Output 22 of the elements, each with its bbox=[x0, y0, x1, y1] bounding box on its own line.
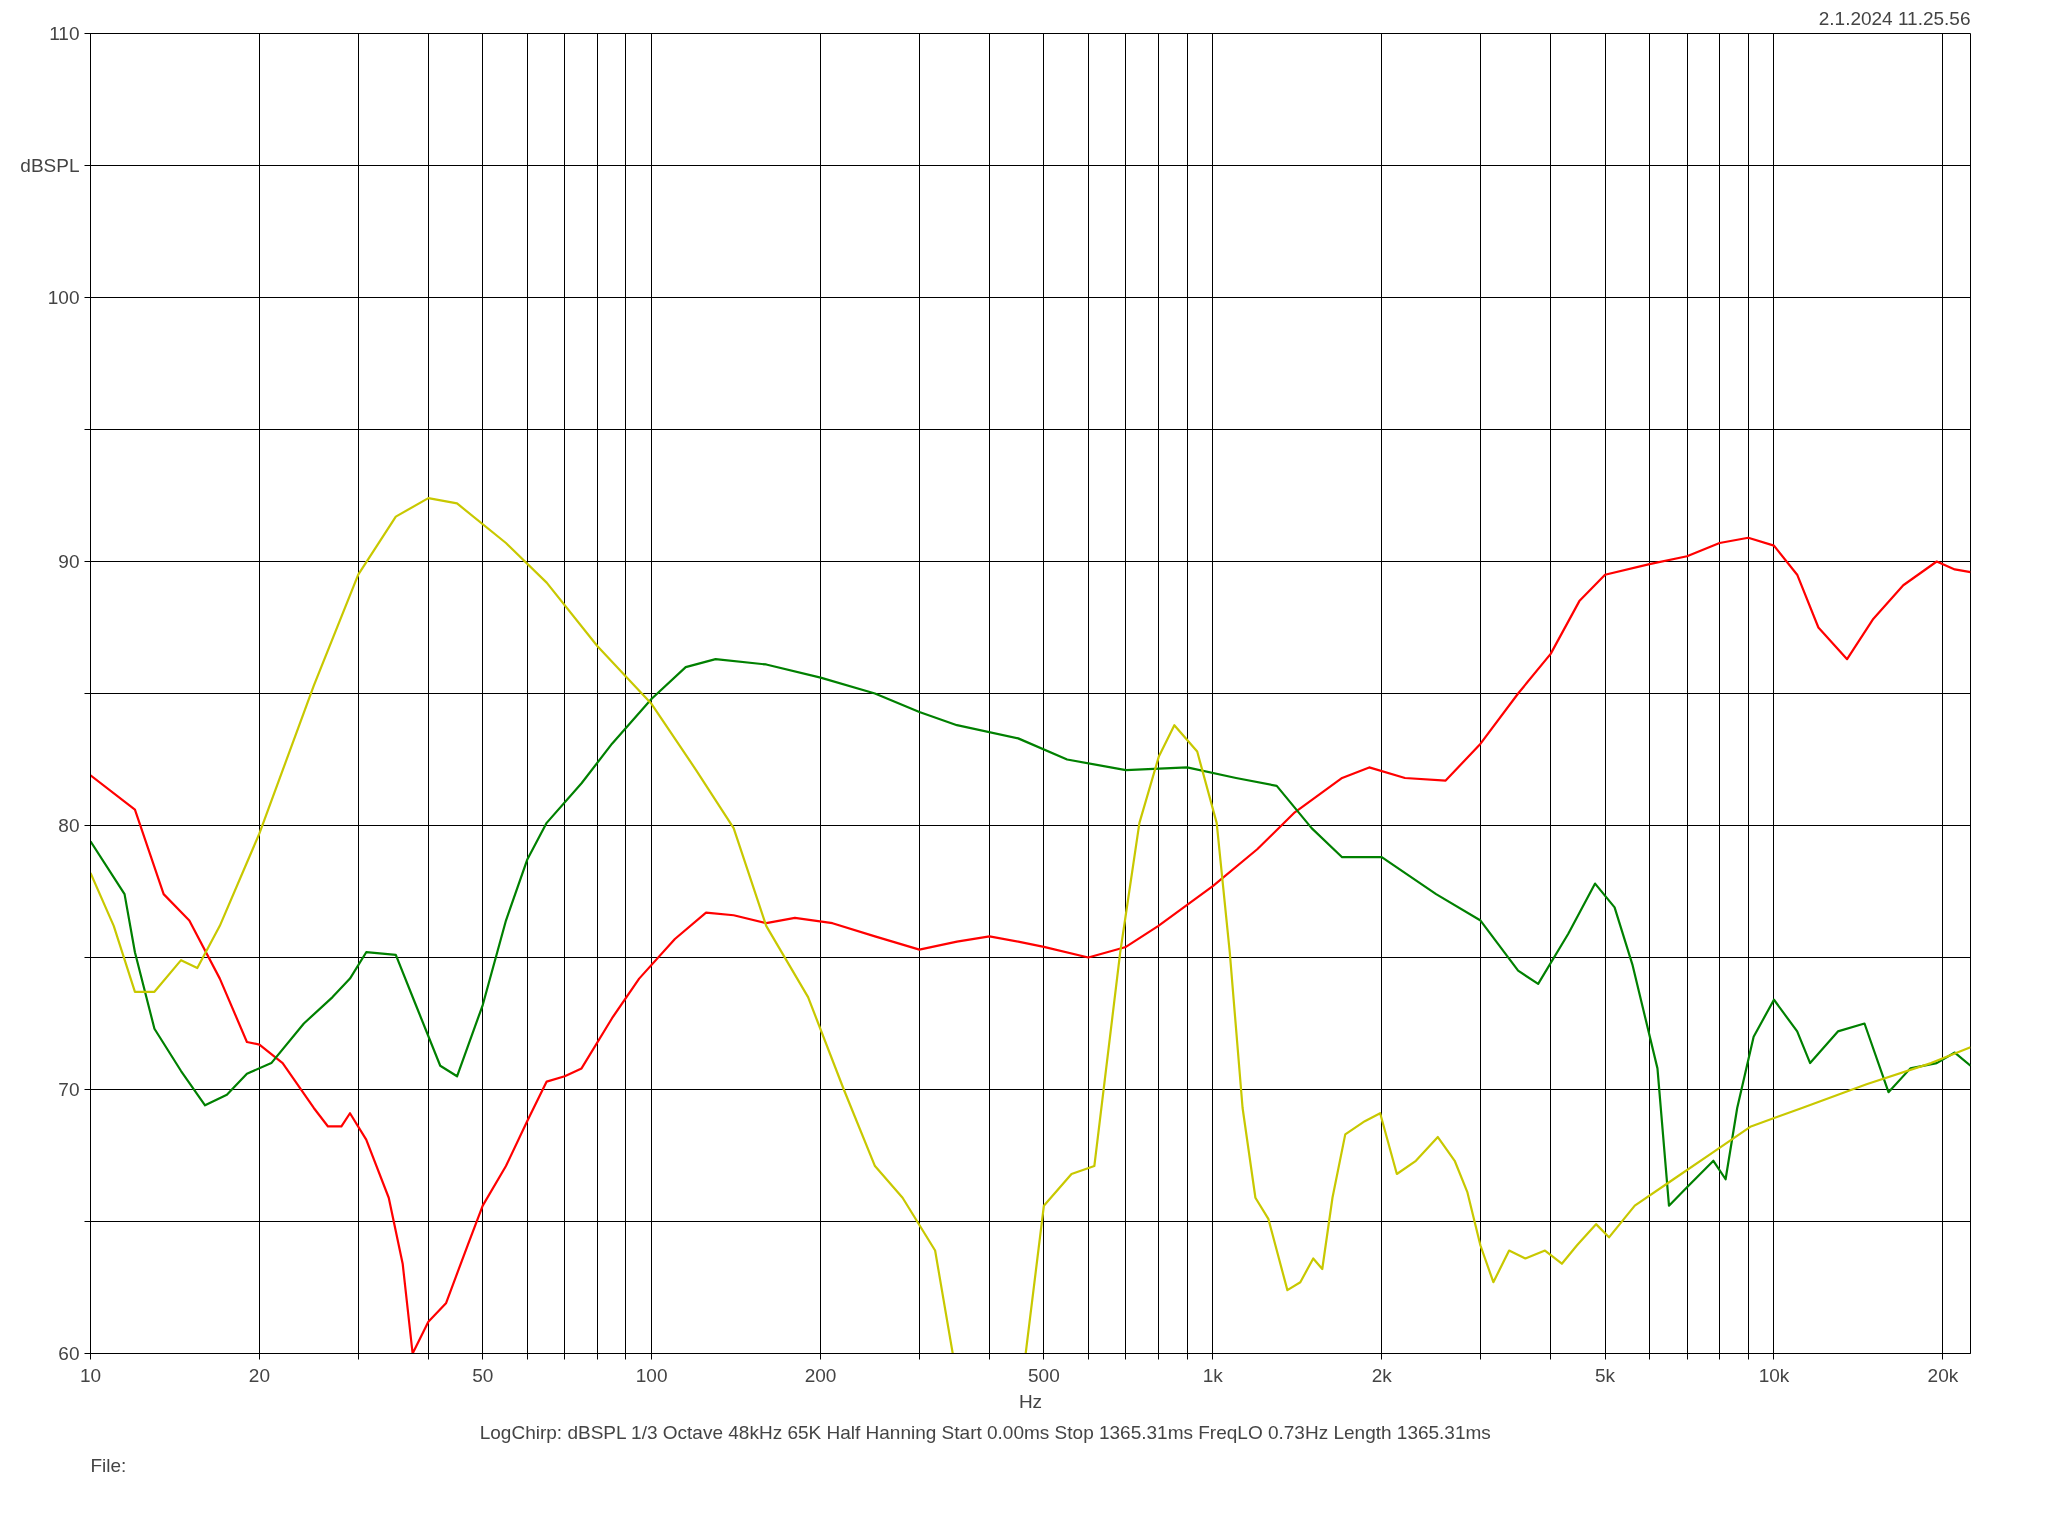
y-tick-label: 80 bbox=[58, 815, 80, 836]
y-tick-label: dBSPL bbox=[20, 155, 80, 176]
x-tick-label: 1k bbox=[1202, 1364, 1224, 1386]
x-tick-label: 20k bbox=[1927, 1364, 1959, 1386]
y-tick-label: 70 bbox=[58, 1079, 80, 1100]
x-tick-label: 2k bbox=[1371, 1364, 1393, 1386]
y-tick-label: 100 bbox=[47, 287, 80, 308]
x-tick-label: 500 bbox=[1028, 1364, 1060, 1386]
text: LogChirp: dBSPL 1/3 Octave 48kHz 65K Half Hanning Start 0.00ms Stop 1365.31ms FreqLO 0.73Hz Length 1365.31ms bbox=[479, 1421, 1491, 1443]
text: 2.1.2024 11.25.56 bbox=[1818, 7, 1971, 29]
x-tick-label: 20 bbox=[248, 1364, 270, 1386]
x-tick-label: 200 bbox=[804, 1364, 837, 1386]
x-tick-label: 10k bbox=[1758, 1364, 1790, 1386]
x-tick-label: 10 bbox=[79, 1364, 102, 1386]
x-tick-label: 100 bbox=[635, 1364, 668, 1386]
x-tick-label: 50 bbox=[472, 1364, 494, 1386]
y-tick-label: 110 bbox=[49, 23, 80, 44]
x-axis-title: Hz bbox=[1018, 1390, 1043, 1412]
y-tick-label: 90 bbox=[58, 551, 80, 572]
text: File: bbox=[90, 1454, 127, 1476]
y-tick-label: 60 bbox=[58, 1343, 80, 1364]
x-tick-label: 5k bbox=[1595, 1364, 1616, 1386]
